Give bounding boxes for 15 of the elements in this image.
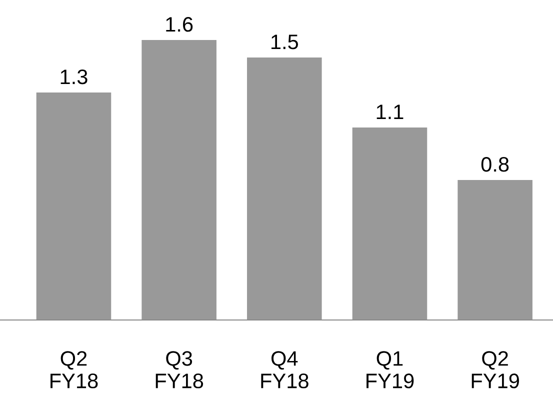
data-label: 1.5 [272,34,298,50]
bar [142,40,216,320]
x-tick-label: Q2 FY19 [472,351,519,388]
data-label: 1.6 [166,17,193,32]
x-tick-label: Q2 FY18 [50,351,98,388]
bar [352,128,428,320]
x-tick-label: Q4 FY18 [261,351,308,388]
x-tick-label: Q1 FY19 [366,351,414,388]
data-label: 1.1 [376,104,404,120]
bar [458,180,532,320]
data-label: 1.3 [60,69,88,84]
x-tick-label: Q3 FY18 [156,351,204,388]
bar [36,92,112,320]
bar [247,58,322,320]
data-label: 0.8 [481,156,509,172]
